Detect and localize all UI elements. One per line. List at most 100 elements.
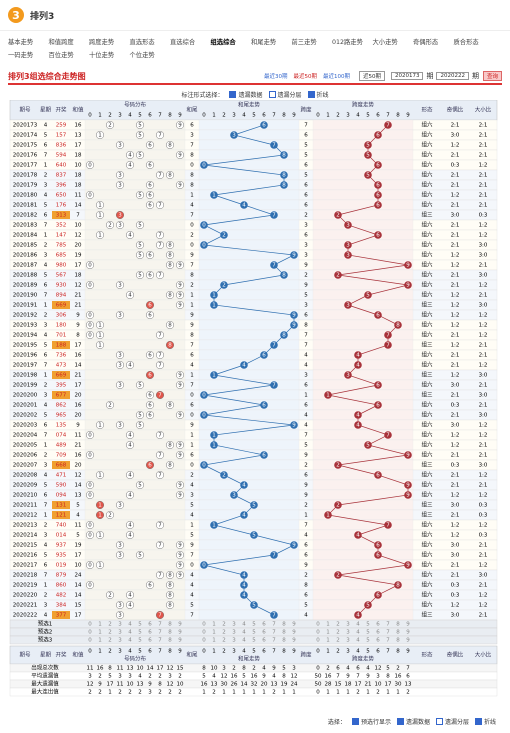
digit-hit-label: 9 [178,373,182,379]
nav-tab[interactable]: 前三走势 [291,39,317,46]
preselect-digit: 7 [386,638,390,644]
nav-tab[interactable]: 直选形态 [129,39,155,46]
weekday: 6 [44,143,48,149]
nav-tab[interactable]: 跨度走势 [89,39,115,46]
weekday: 4 [44,333,48,339]
column-header: 奇偶比 [447,651,464,659]
nav-tab[interactable]: 奇偶形态 [413,39,439,46]
preselect-digit: 9 [178,622,182,628]
big-small: 2:1 [479,193,488,199]
nav-tab[interactable]: 基本走势 [8,39,34,46]
nav-tab[interactable]: 和尾走势 [251,39,277,46]
weekday: 6 [44,563,48,569]
nav-tab[interactable]: 百位走势 [48,52,74,59]
stats-value: 26 [231,682,238,688]
tail-point-label: 1 [212,443,216,449]
checkbox[interactable] [268,90,276,98]
span-point-label: 5 [366,153,370,159]
issue: 2020187 [13,263,38,269]
tail-point [210,291,218,299]
big-small: 1:2 [479,423,488,429]
span-point [374,381,382,389]
preselect-digit: 3 [118,622,122,628]
preselect-digit: 5 [252,638,256,644]
digit-header: 1 [212,113,216,119]
digit-hit-label: 2 [108,403,112,409]
nav-tab[interactable]: 直选综合 [170,39,196,46]
range-link[interactable]: 最近50期 [293,74,317,80]
span-point [394,581,402,589]
from-input[interactable]: 2020173 [390,72,424,80]
preselect-digit: 4 [128,638,132,644]
digit-hit [175,150,185,160]
digit-hit-label: 5 [138,553,142,559]
group-bg [198,589,300,601]
issue: 2020205 [13,443,38,449]
digit-header: 2 [336,113,340,119]
sum: 7 [76,213,80,219]
number: 677 [56,393,67,399]
digit-hit-label: 6 [148,313,152,319]
column-header: 和值 [72,651,84,659]
preselect-digit: 8 [168,638,172,644]
digit-header: 0 [88,649,92,655]
range-link[interactable]: 最近100期 [322,74,350,80]
big-small: 2:1 [479,583,488,589]
group-bg [84,359,186,371]
tail-point [210,431,218,439]
nav-tab[interactable]: 组选综合 [210,39,236,46]
sum: 21 [75,303,82,309]
digit-hit [155,230,165,240]
number: 668 [56,463,67,469]
span: 6 [304,593,308,599]
nav-tab[interactable]: 质合形态 [453,39,479,46]
checkbox[interactable] [474,717,482,725]
span-point [374,201,382,209]
group-bg [312,309,414,321]
sum: 16 [75,453,82,459]
span-point [374,311,382,319]
to-input[interactable]: 2020222 [436,72,469,80]
range-link[interactable]: 最近30期 [263,74,288,80]
issue: 2020222 [13,613,38,619]
digit-hit-label: 9 [178,123,182,129]
stats-value: 1 [336,690,340,696]
nav-tab[interactable]: 个位走势 [129,52,155,59]
tail-point [270,341,278,349]
digit-hit [155,360,165,370]
digit-hit-label: 8 [168,603,172,609]
odd-even: 2:1 [451,353,460,359]
checkbox[interactable] [307,90,315,98]
checkbox[interactable] [396,717,404,725]
span: 9 [304,493,308,499]
tail-point [270,551,278,559]
odd-even: 1:2 [451,313,460,319]
tail-point-label: 4 [242,573,246,579]
weekday: 1 [44,443,48,449]
digit-hit [85,520,95,530]
odd-even: 1:2 [451,343,460,349]
stats-value: 4 [366,666,370,672]
shape: 组六 [421,311,433,319]
stats-value: 2 [98,674,102,680]
nav-tab[interactable]: 012路走势 [332,39,363,46]
nav-tab[interactable]: 和值跨度 [48,39,74,46]
tail-point [290,311,298,319]
checkbox[interactable] [229,90,237,98]
range-select[interactable]: 近50期 [358,71,385,81]
stats-value: 16 [325,674,332,680]
span: 9 [304,483,308,489]
nav-tab[interactable]: 十位走势 [89,52,115,59]
preselect-digit: 1 [212,630,216,636]
query-button[interactable]: 查询 [482,71,502,81]
nav-tab[interactable]: 大小走势 [372,39,398,46]
checkbox[interactable] [351,717,359,725]
big-small: 2:1 [479,553,488,559]
group-bg [312,219,414,231]
group-bg [84,299,186,311]
stats-value: 2 [138,690,142,696]
stats-value: 1 [282,690,286,696]
checkbox[interactable] [435,717,443,725]
nav-tab[interactable]: 一码走势 [8,52,34,59]
digit-hit [125,230,135,240]
